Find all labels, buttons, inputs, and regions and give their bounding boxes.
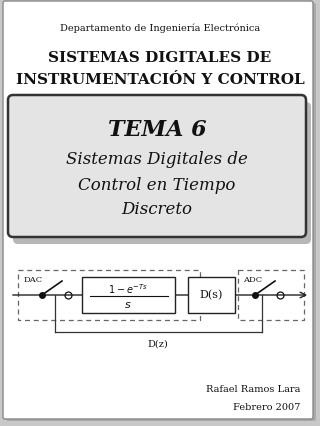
Text: Control en Tiempo: Control en Tiempo — [78, 176, 236, 193]
Text: D(s): D(s) — [199, 290, 223, 300]
FancyBboxPatch shape — [3, 1, 313, 419]
Bar — [82, 277, 175, 313]
Text: $s$: $s$ — [124, 300, 132, 310]
Text: INSTRUMENTACIÓN Y CONTROL: INSTRUMENTACIÓN Y CONTROL — [16, 73, 304, 87]
FancyBboxPatch shape — [6, 3, 316, 421]
Text: Rafael Ramos Lara: Rafael Ramos Lara — [206, 386, 300, 394]
FancyBboxPatch shape — [8, 95, 306, 237]
Text: Departamento de Ingeniería Electrónica: Departamento de Ingeniería Electrónica — [60, 23, 260, 33]
Text: ADC: ADC — [243, 276, 262, 284]
Text: D(z): D(z) — [148, 340, 168, 349]
Bar — [18, 270, 200, 320]
Text: SISTEMAS DIGITALES DE: SISTEMAS DIGITALES DE — [48, 51, 272, 65]
Text: TEMA 6: TEMA 6 — [108, 119, 206, 141]
Bar — [188, 277, 235, 313]
Text: Discreto: Discreto — [122, 201, 193, 219]
FancyBboxPatch shape — [13, 102, 311, 244]
Text: DAC: DAC — [24, 276, 43, 284]
Text: $1 - e^{-Ts}$: $1 - e^{-Ts}$ — [108, 282, 148, 296]
Bar — [238, 270, 304, 320]
Text: Febrero 2007: Febrero 2007 — [233, 403, 300, 412]
Text: Sistemas Digitales de: Sistemas Digitales de — [66, 152, 248, 169]
